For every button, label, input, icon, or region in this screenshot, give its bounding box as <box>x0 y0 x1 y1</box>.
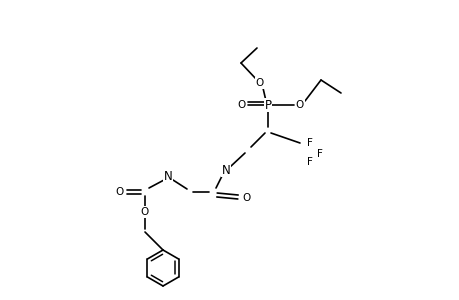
Text: N: N <box>221 164 230 176</box>
Text: N: N <box>163 169 172 182</box>
Text: O: O <box>116 187 124 197</box>
Text: P: P <box>264 98 271 112</box>
Text: O: O <box>242 193 251 203</box>
Text: F: F <box>307 138 312 148</box>
Text: O: O <box>140 207 149 217</box>
Text: F: F <box>307 157 312 167</box>
Text: F: F <box>316 149 322 159</box>
Text: O: O <box>295 100 303 110</box>
Text: O: O <box>255 78 263 88</box>
Text: O: O <box>237 100 246 110</box>
